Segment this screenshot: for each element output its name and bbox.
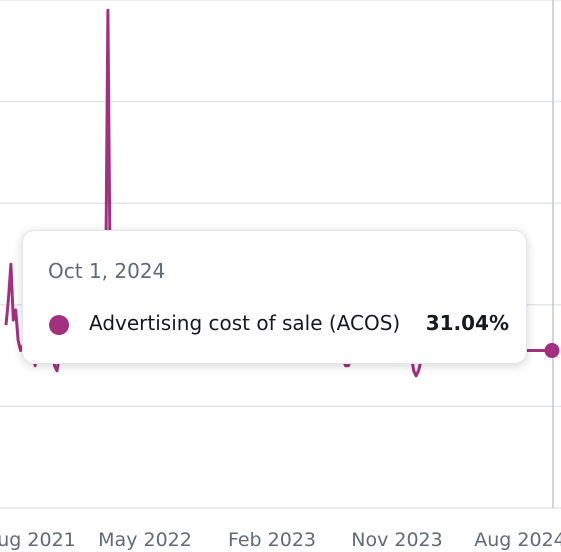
x-axis-tick-labels: Aug 2021 May 2022 Feb 2023 Nov 2023 Aug 2024 [0,529,561,551]
series-color-dot [49,315,69,335]
x-tick-label-4: Aug 2024 [474,529,561,551]
tooltip-row: Advertising cost of sale (ACOS) 31.04% [49,311,509,339]
tooltip-value: 31.04% [425,311,509,335]
highlighted-point[interactable] [544,343,560,359]
x-tick-label-2: Feb 2023 [228,529,316,551]
x-tick-label-1: May 2022 [98,529,192,551]
x-tick-label-0: Aug 2021 [0,529,76,551]
tooltip-series-name: Advertising cost of sale (ACOS) [89,311,401,335]
tooltip-date: Oct 1, 2024 [48,259,166,283]
chart-tooltip: Oct 1, 2024 Advertising cost of sale (AC… [22,230,527,364]
x-tick-label-3: Nov 2023 [351,529,442,551]
